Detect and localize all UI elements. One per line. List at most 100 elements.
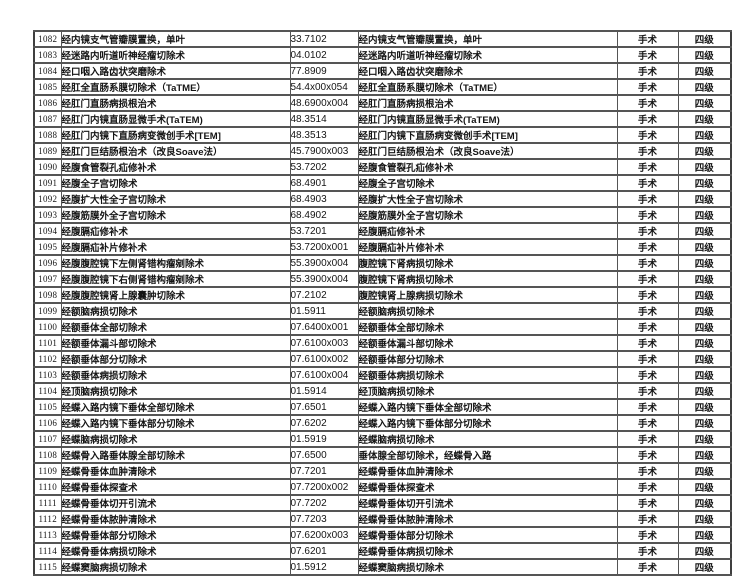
procedure-name-cell: 经蝶骨垂体血肿清除术 <box>60 462 291 480</box>
standard-name-cell: 经腹膈疝修补术 <box>357 222 618 240</box>
row-number-cell: 1112 <box>33 510 62 528</box>
category-cell: 手术 <box>616 142 679 160</box>
procedure-code-cell: 68.4902 <box>289 206 359 224</box>
row-number-cell: 1087 <box>33 110 62 128</box>
procedure-code-cell: 68.4901 <box>289 174 359 192</box>
procedure-code-cell: 53.7200x001 <box>289 238 359 256</box>
procedure-name-cell: 经腹扩大性全子宫切除术 <box>60 190 291 208</box>
procedure-code-cell: 07.6500 <box>289 446 359 464</box>
procedure-code-cell: 48.3514 <box>289 110 359 128</box>
category-cell: 手术 <box>616 302 679 320</box>
row-number-cell: 1097 <box>33 270 62 288</box>
procedure-code-cell: 53.7202 <box>289 158 359 176</box>
procedure-name-cell: 经腹食管裂孔疝修补术 <box>60 158 291 176</box>
category-cell: 手术 <box>616 446 679 464</box>
row-number-cell: 1111 <box>33 494 62 512</box>
level-cell: 四级 <box>677 46 732 64</box>
procedure-code-cell: 07.6501 <box>289 398 359 416</box>
level-cell: 四级 <box>677 350 732 368</box>
procedure-name-cell: 经蝶骨垂体切开引流术 <box>60 494 291 512</box>
table-row: 1099 经额脑病损切除术 01.5911 经额脑病损切除术 手术 四级 <box>33 302 732 320</box>
procedure-code-cell: 07.7203 <box>289 510 359 528</box>
procedure-code-cell: 55.3900x004 <box>289 270 359 288</box>
level-cell: 四级 <box>677 142 732 160</box>
level-cell: 四级 <box>677 302 732 320</box>
table-row: 1089 经肛门巨结肠根治术（改良Soave法） 45.7900x003 经肛门… <box>33 142 732 160</box>
table-row: 1083 经迷路内听道听神经瘤切除术 04.0102 经迷路内听道听神经瘤切除术… <box>33 46 732 64</box>
category-cell: 手术 <box>616 334 679 352</box>
procedure-name-cell: 经肛门巨结肠根治术（改良Soave法） <box>60 142 291 160</box>
procedure-name-cell: 经额垂体病损切除术 <box>60 366 291 384</box>
procedure-name-cell: 经腹筋膜外全子宫切除术 <box>60 206 291 224</box>
procedure-name-cell: 经肛门直肠病损根治术 <box>60 94 291 112</box>
standard-name-cell: 经肛门直肠病损根治术 <box>357 94 618 112</box>
standard-name-cell: 经迷路内听道听神经瘤切除术 <box>357 46 618 64</box>
row-number-cell: 1101 <box>33 334 62 352</box>
level-cell: 四级 <box>677 414 732 432</box>
procedure-name-cell: 经蝶脑病损切除术 <box>60 430 291 448</box>
standard-name-cell: 经肛门巨结肠根治术（改良Soave法） <box>357 142 618 160</box>
procedure-name-cell: 经蝶入路内镜下垂体全部切除术 <box>60 398 291 416</box>
standard-name-cell: 经肛门内镜下直肠病变微创手术[TEM] <box>357 126 618 144</box>
level-cell: 四级 <box>677 398 732 416</box>
standard-name-cell: 经蝶骨垂体切开引流术 <box>357 494 618 512</box>
level-cell: 四级 <box>677 542 732 560</box>
table-row: 1106 经蝶入路内镜下垂体部分切除术 07.6202 经蝶入路内镜下垂体部分切… <box>33 414 732 432</box>
table-row: 1108 经蝶骨入路垂体腺全部切除术 07.6500 垂体腺全部切除术，经蝶骨入… <box>33 446 732 464</box>
procedure-table: 1082 经内镜支气管瓣膜置换，单叶 33.7102 经内镜支气管瓣膜置换，单叶… <box>33 30 732 576</box>
level-cell: 四级 <box>677 174 732 192</box>
table-row: 1090 经腹食管裂孔疝修补术 53.7202 经腹食管裂孔疝修补术 手术 四级 <box>33 158 732 176</box>
level-cell: 四级 <box>677 78 732 96</box>
procedure-code-cell: 04.0102 <box>289 46 359 64</box>
procedure-code-cell: 07.6100x004 <box>289 366 359 384</box>
procedure-name-cell: 经蝶入路内镜下垂体部分切除术 <box>60 414 291 432</box>
category-cell: 手术 <box>616 494 679 512</box>
table-row: 1097 经腹腹腔镜下右侧肾错构瘤剜除术 55.3900x004 腹腔镜下肾病损… <box>33 270 732 288</box>
level-cell: 四级 <box>677 430 732 448</box>
row-number-cell: 1090 <box>33 158 62 176</box>
level-cell: 四级 <box>677 158 732 176</box>
table-row: 1113 经蝶骨垂体部分切除术 07.6200x003 经蝶骨垂体部分切除术 手… <box>33 526 732 544</box>
table-row: 1082 经内镜支气管瓣膜置换，单叶 33.7102 经内镜支气管瓣膜置换，单叶… <box>33 30 732 48</box>
procedure-name-cell: 经蝶骨入路垂体腺全部切除术 <box>60 446 291 464</box>
category-cell: 手术 <box>616 414 679 432</box>
procedure-name-cell: 经腹腹腔镜下右侧肾错构瘤剜除术 <box>60 270 291 288</box>
standard-name-cell: 经蝶骨垂体病损切除术 <box>357 542 618 560</box>
procedure-name-cell: 经口咽入路齿状突磨除术 <box>60 62 291 80</box>
level-cell: 四级 <box>677 478 732 496</box>
level-cell: 四级 <box>677 190 732 208</box>
procedure-name-cell: 经腹腹腔镜下左侧肾错构瘤剜除术 <box>60 254 291 272</box>
standard-name-cell: 经蝶窦脑病损切除术 <box>357 558 618 576</box>
row-number-cell: 1110 <box>33 478 62 496</box>
procedure-name-cell: 经额垂体部分切除术 <box>60 350 291 368</box>
row-number-cell: 1086 <box>33 94 62 112</box>
row-number-cell: 1085 <box>33 78 62 96</box>
procedure-name-cell: 经肛全直肠系膜切除术（TaTME） <box>60 78 291 96</box>
standard-name-cell: 经腹全子宫切除术 <box>357 174 618 192</box>
table-row: 1088 经肛门内镜下直肠病变微创手术[TEM] 48.3513 经肛门内镜下直… <box>33 126 732 144</box>
procedure-code-cell: 01.5912 <box>289 558 359 576</box>
procedure-code-cell: 07.6100x003 <box>289 334 359 352</box>
category-cell: 手术 <box>616 286 679 304</box>
table-row: 1100 经额垂体全部切除术 07.6400x001 经额垂体全部切除术 手术 … <box>33 318 732 336</box>
procedure-code-cell: 53.7201 <box>289 222 359 240</box>
procedure-name-cell: 经蝶骨垂体脓肿清除术 <box>60 510 291 528</box>
row-number-cell: 1113 <box>33 526 62 544</box>
level-cell: 四级 <box>677 206 732 224</box>
procedure-name-cell: 经肛门内镜下直肠病变微创手术[TEM] <box>60 126 291 144</box>
level-cell: 四级 <box>677 62 732 80</box>
procedure-code-cell: 07.7200x002 <box>289 478 359 496</box>
procedure-code-cell: 48.3513 <box>289 126 359 144</box>
standard-name-cell: 经腹扩大性全子宫切除术 <box>357 190 618 208</box>
procedure-code-cell: 77.8909 <box>289 62 359 80</box>
category-cell: 手术 <box>616 558 679 576</box>
level-cell: 四级 <box>677 558 732 576</box>
row-number-cell: 1105 <box>33 398 62 416</box>
procedure-name-cell: 经额脑病损切除术 <box>60 302 291 320</box>
level-cell: 四级 <box>677 494 732 512</box>
procedure-code-cell: 07.7202 <box>289 494 359 512</box>
level-cell: 四级 <box>677 510 732 528</box>
level-cell: 四级 <box>677 126 732 144</box>
procedure-name-cell: 经额垂体全部切除术 <box>60 318 291 336</box>
standard-name-cell: 经蝶脑病损切除术 <box>357 430 618 448</box>
